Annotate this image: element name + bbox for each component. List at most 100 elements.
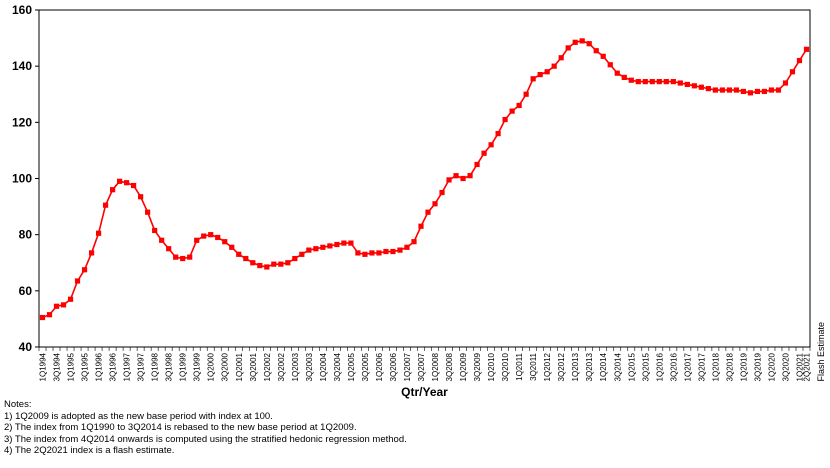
x-tick-label: 3Q2015 — [641, 352, 650, 381]
data-point — [670, 79, 676, 85]
x-tick-label: 1Q2019 — [739, 352, 748, 381]
chart: 40 60 80 100 120 140 160 1Q1994 3Q1994 1Q1995 3Q1… — [12, 3, 826, 399]
plot-frame — [38, 9, 811, 348]
data-point — [180, 255, 186, 262]
flash-estimate-label: Flash Estimate — [816, 322, 826, 382]
data-point — [110, 187, 116, 193]
y-tick-label: 100 — [12, 172, 32, 186]
x-tick-label: 1Q1998 — [151, 352, 160, 381]
data-point — [236, 251, 242, 257]
data-point — [642, 79, 648, 85]
x-tick-label: 1Q2014 — [599, 352, 608, 381]
x-tick-label: 3Q1997 — [137, 352, 146, 381]
data-point — [523, 91, 529, 97]
data-point — [796, 57, 803, 64]
data-point — [803, 46, 810, 52]
x-tick-label: 2Q2021 — [802, 352, 811, 381]
data-point — [614, 70, 620, 76]
data-point — [663, 79, 669, 85]
x-tick-label: 3Q2002 — [277, 352, 286, 381]
data-point — [60, 302, 67, 308]
x-tick-label: 3Q2010 — [501, 352, 510, 381]
data-point — [334, 241, 340, 248]
x-tick-label: 3Q2009 — [473, 352, 482, 381]
x-tick-label: 1Q2009 — [459, 352, 468, 381]
x-axis-label: Qtr/Year — [401, 385, 448, 399]
data-point — [572, 39, 578, 45]
data-point — [88, 250, 95, 256]
data-point — [159, 237, 165, 243]
data-point — [292, 255, 298, 262]
y-tick-label: 140 — [12, 59, 32, 73]
x-tick-label: 3Q2020 — [781, 352, 790, 381]
data-point — [698, 84, 704, 90]
x-tick-label: 3Q2013 — [585, 352, 594, 381]
x-tick-label: 3Q2019 — [753, 352, 762, 381]
x-tick-label: 3Q2001 — [249, 352, 258, 381]
x-tick-label: 1Q2020 — [767, 352, 776, 381]
data-point — [418, 223, 424, 229]
data-point — [404, 244, 410, 250]
x-axis-ticks: 1Q1994 3Q1994 1Q1995 3Q1995 1Q1996 3Q1996 1Q19… — [39, 347, 811, 381]
x-tick-label: 1Q2005 — [347, 352, 356, 381]
x-tick-label: 3Q2003 — [305, 352, 314, 381]
x-tick-label: 1Q2000 — [207, 352, 216, 381]
x-tick-label: 3Q1994 — [53, 352, 62, 381]
data-point — [537, 71, 543, 78]
data-point — [579, 38, 585, 44]
x-tick-label: 3Q1998 — [165, 352, 174, 381]
x-tick-label: 3Q2007 — [417, 352, 426, 381]
x-tick-label: 1Q2016 — [655, 352, 664, 381]
x-tick-label: 1Q2001 — [235, 352, 244, 381]
data-point — [530, 76, 536, 82]
data-point — [285, 260, 291, 266]
data-point — [229, 244, 235, 250]
data-point — [39, 314, 46, 321]
y-tick-label: 120 — [12, 115, 32, 129]
chart-axes — [38, 9, 811, 348]
data-point — [257, 262, 263, 269]
data-point — [341, 240, 347, 246]
data-point — [383, 248, 389, 255]
data-point — [782, 80, 789, 86]
data-point — [754, 88, 761, 95]
x-tick-label: 1Q1996 — [95, 352, 104, 381]
x-tick-label: 3Q2008 — [445, 352, 454, 381]
x-tick-label: 3Q2011 — [529, 352, 538, 380]
x-tick-label: 1Q2006 — [375, 352, 384, 381]
x-tick-label: 1Q2002 — [263, 352, 272, 381]
series-line — [42, 40, 808, 319]
x-tick-label: 1Q2012 — [543, 352, 552, 381]
x-tick-label: 3Q2005 — [361, 352, 370, 381]
data-point — [509, 108, 515, 114]
data-point — [586, 41, 592, 47]
data-point — [439, 189, 445, 196]
data-point — [250, 260, 256, 266]
y-tick-label: 40 — [19, 340, 33, 354]
data-point — [705, 86, 711, 92]
x-tick-label: 3Q1999 — [193, 352, 202, 381]
data-point — [194, 237, 200, 243]
data-point — [768, 87, 775, 93]
data-point — [761, 88, 768, 95]
x-tick-label: 1Q2010 — [487, 352, 496, 381]
data-point — [264, 264, 270, 270]
data-point — [152, 227, 158, 234]
y-axis-ticks: 40 60 80 100 120 140 160 — [12, 3, 39, 354]
x-tick-label: 1Q2021 — [795, 352, 804, 381]
data-point — [453, 173, 459, 179]
data-point — [362, 251, 368, 257]
data-point — [495, 130, 501, 137]
data-point — [187, 254, 193, 260]
note-2: 2) The index from 1Q1990 to 3Q2014 is re… — [4, 422, 357, 434]
x-tick-label: 1Q2011 — [515, 352, 524, 380]
x-tick-label: 3Q1995 — [81, 352, 90, 381]
x-tick-label: 1Q2007 — [403, 352, 412, 381]
x-tick-label: 3Q2004 — [333, 352, 342, 381]
data-point — [789, 69, 796, 75]
data-point — [488, 142, 494, 148]
data-point — [621, 74, 627, 80]
data-point — [117, 178, 123, 184]
x-tick-label: 3Q2012 — [557, 352, 566, 381]
x-tick-label: 1Q2003 — [291, 352, 300, 381]
